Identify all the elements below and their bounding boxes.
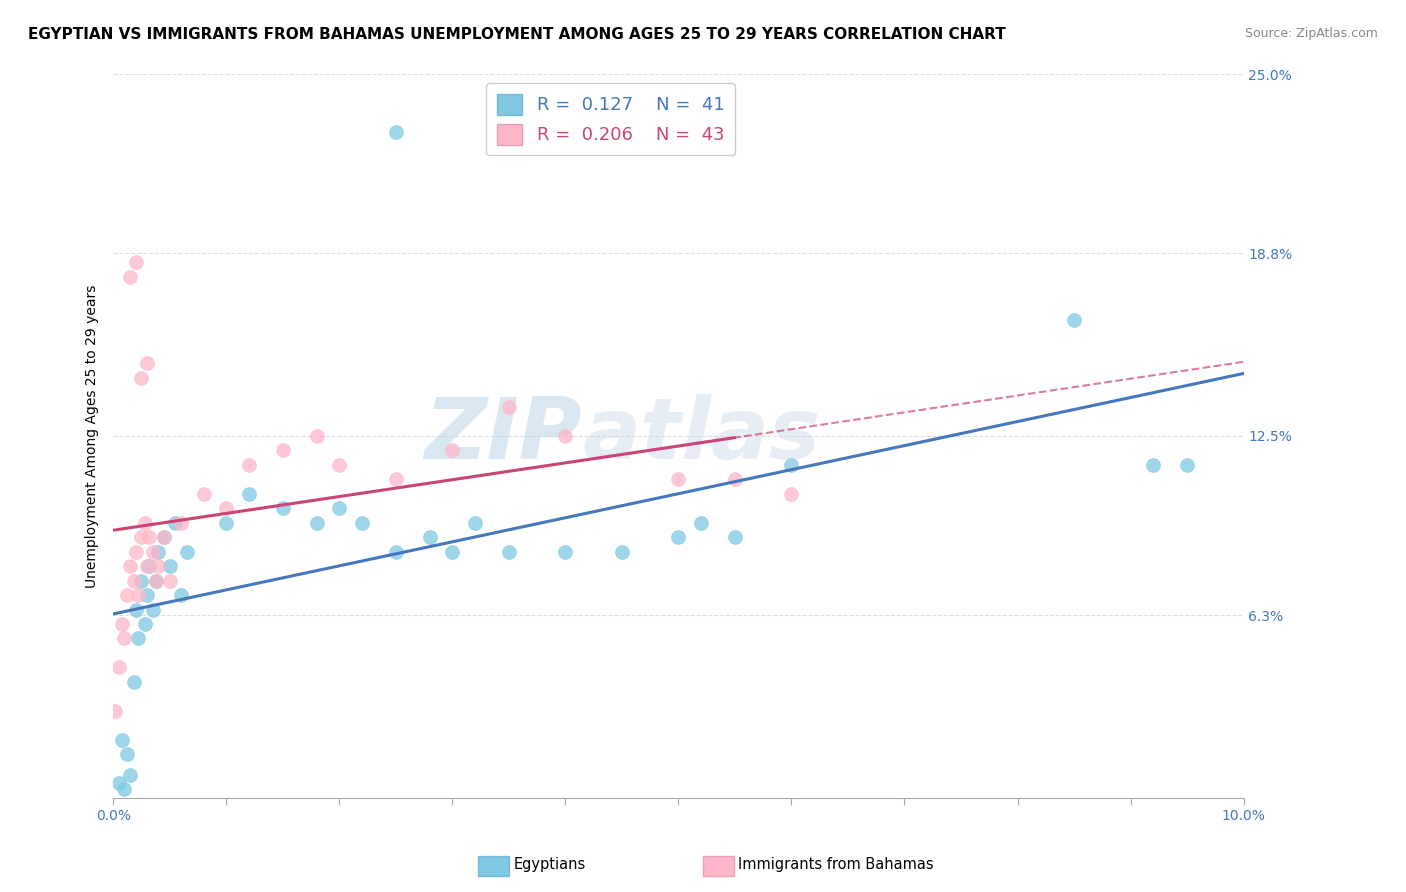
Point xyxy=(145,574,167,588)
Point xyxy=(114,782,136,797)
Point xyxy=(271,443,294,458)
Point xyxy=(554,429,576,443)
Point xyxy=(193,487,215,501)
Point xyxy=(104,704,127,718)
Point xyxy=(108,660,131,674)
Point xyxy=(115,588,138,602)
Point xyxy=(120,559,142,574)
Point xyxy=(136,356,159,370)
Point xyxy=(131,371,153,385)
Point xyxy=(115,747,138,762)
Point xyxy=(136,588,159,602)
Point xyxy=(136,559,159,574)
Point xyxy=(215,516,238,530)
Point xyxy=(108,776,131,790)
Text: EGYPTIAN VS IMMIGRANTS FROM BAHAMAS UNEMPLOYMENT AMONG AGES 25 TO 29 YEARS CORRE: EGYPTIAN VS IMMIGRANTS FROM BAHAMAS UNEM… xyxy=(28,27,1005,42)
Point xyxy=(271,501,294,516)
Point xyxy=(125,255,148,269)
Point xyxy=(131,574,153,588)
Point xyxy=(122,674,145,689)
Point xyxy=(441,443,464,458)
Point xyxy=(153,530,176,544)
Text: Egyptians: Egyptians xyxy=(513,857,585,872)
Point xyxy=(131,530,153,544)
Point xyxy=(780,487,803,501)
Point xyxy=(464,516,486,530)
Point xyxy=(114,632,136,646)
Point xyxy=(159,574,181,588)
Point xyxy=(780,458,803,472)
Point xyxy=(1142,458,1164,472)
Point xyxy=(350,516,373,530)
Point xyxy=(441,544,464,558)
Point xyxy=(419,530,441,544)
Point xyxy=(238,487,260,501)
Point xyxy=(138,530,160,544)
Point xyxy=(170,516,193,530)
Point xyxy=(690,516,713,530)
Point xyxy=(385,544,408,558)
Point xyxy=(1175,458,1198,472)
Point xyxy=(145,574,167,588)
Point xyxy=(215,501,238,516)
Point xyxy=(134,617,156,632)
Point xyxy=(385,472,408,486)
Point xyxy=(176,544,198,558)
Legend: R =  0.127    N =  41, R =  0.206    N =  43: R = 0.127 N = 41, R = 0.206 N = 43 xyxy=(486,83,735,155)
Point xyxy=(122,574,145,588)
Point xyxy=(148,559,170,574)
Point xyxy=(305,516,328,530)
Text: Immigrants from Bahamas: Immigrants from Bahamas xyxy=(738,857,934,872)
Point xyxy=(610,544,633,558)
Point xyxy=(305,429,328,443)
Y-axis label: Unemployment Among Ages 25 to 29 years: Unemployment Among Ages 25 to 29 years xyxy=(86,285,100,588)
Text: ZIP: ZIP xyxy=(425,394,582,477)
Point xyxy=(724,530,747,544)
Point xyxy=(554,544,576,558)
Text: atlas: atlas xyxy=(582,394,821,477)
Point xyxy=(238,458,260,472)
Point xyxy=(385,125,408,139)
Point xyxy=(165,516,187,530)
Point xyxy=(125,602,148,616)
Point xyxy=(120,269,142,284)
Point xyxy=(498,544,520,558)
Point xyxy=(159,559,181,574)
Point xyxy=(328,458,350,472)
Point xyxy=(138,559,160,574)
Point xyxy=(134,516,156,530)
Point xyxy=(125,544,148,558)
Text: Source: ZipAtlas.com: Source: ZipAtlas.com xyxy=(1244,27,1378,40)
Point xyxy=(127,632,149,646)
Point xyxy=(724,472,747,486)
Point xyxy=(666,530,689,544)
Point xyxy=(111,617,134,632)
Point xyxy=(1063,313,1085,327)
Point xyxy=(153,530,176,544)
Point xyxy=(666,472,689,486)
Point xyxy=(142,544,165,558)
Point xyxy=(148,544,170,558)
Point xyxy=(328,501,350,516)
Point xyxy=(498,400,520,414)
Point xyxy=(142,602,165,616)
Point xyxy=(170,588,193,602)
Point xyxy=(120,767,142,781)
Point xyxy=(111,732,134,747)
Point xyxy=(127,588,149,602)
